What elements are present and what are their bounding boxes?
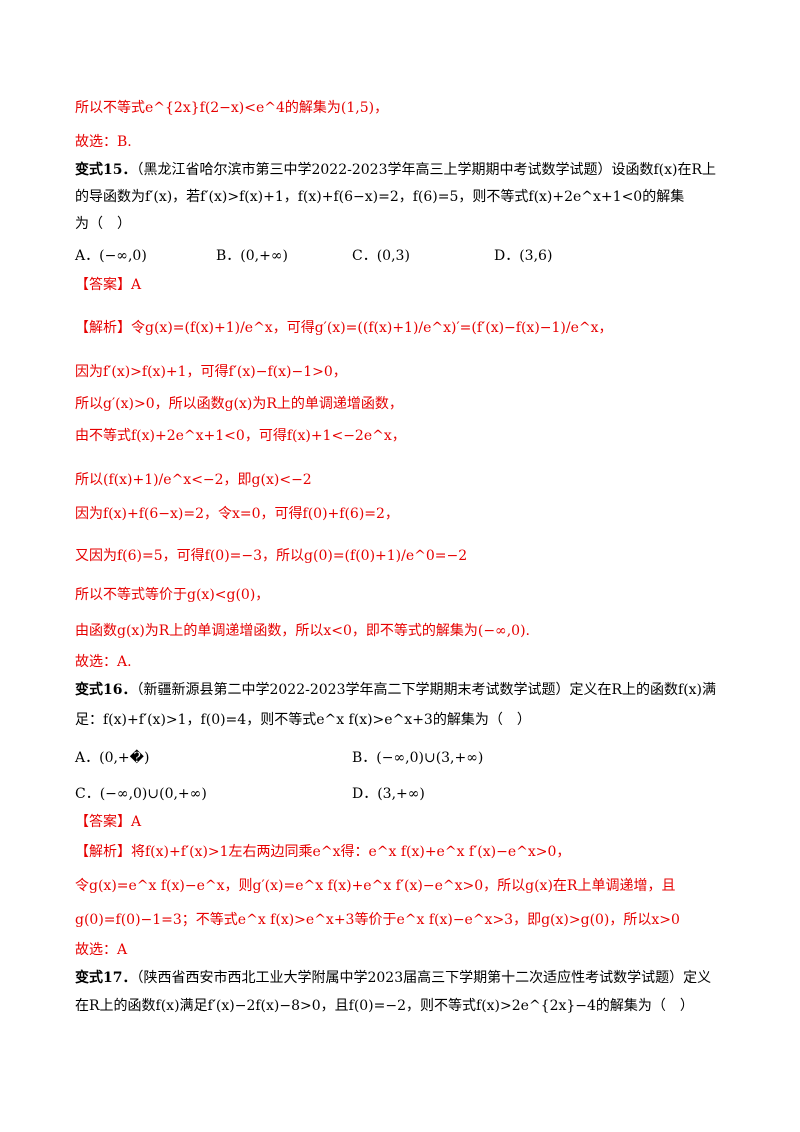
variant-15-source: （黑龙江省哈尔滨市第三中学2022-2023学年高三上学期期中考试数学试题）设函… (136, 162, 717, 178)
variant-15-line-3: 为（ ） (75, 216, 131, 232)
solution-15-line-4: 由不等式f(x)+2e^x+1<0，可得f(x)+1<−2e^x， (75, 428, 406, 444)
variant-15-option-b: B．(0,+∞) (216, 248, 288, 264)
variant-15-option-d: D．(3,6) (494, 248, 553, 264)
variant-15-label: 变式15． (75, 162, 137, 178)
variant-16-option-c: C．(−∞,0)∪(0,+∞) (75, 786, 207, 802)
variant-15-heading: 变式15．（黑龙江省哈尔滨市第三中学2022-2023学年高三上学期期中考试数学… (75, 160, 716, 180)
variant-16-option-d: D．(3,+∞) (352, 786, 425, 802)
variant-16-heading: 变式16．（新疆新源县第二中学2022-2023学年高二下学期期末考试数学试题）… (75, 680, 716, 700)
variant-17-heading: 变式17．（陕西省西安市西北工业大学附属中学2023届高三下学期第十二次适应性考… (75, 968, 711, 988)
answer-16: 【答案】A (75, 814, 142, 830)
solution-15-line-7: 又因为f(6)=5，可得f(0)=−3，所以g(0)=(f(0)+1)/e^0=… (75, 548, 468, 564)
variant-17-source: （陕西省西安市西北工业大学附属中学2023届高三下学期第十二次适应性考试数学试题… (136, 970, 712, 986)
variant-17-label: 变式17． (75, 970, 137, 986)
solution-15-line-5: 所以(f(x)+1)/e^x<−2，即g(x)<−2 (75, 472, 312, 488)
solution-16-line-3: g(0)=f(0)−1=3；不等式e^x f(x)>e^x+3等价于e^x f(… (75, 912, 680, 928)
variant-17-line-2: 在R上的函数f(x)满足f′(x)−2f(x)−8>0，且f(0)=−2，则不等… (75, 998, 694, 1014)
variant-16-label: 变式16． (75, 682, 137, 698)
solution-15-line-9: 由函数g(x)为R上的单调递增函数，所以x<0，即不等式的解集为(−∞,0). (75, 623, 530, 639)
variant-16-source: （新疆新源县第二中学2022-2023学年高二下学期期末考试数学试题）定义在R上… (136, 682, 717, 698)
variant-15-option-a: A．(−∞,0) (75, 248, 147, 264)
variant-15-option-c: C．(0,3) (352, 248, 410, 264)
solution-15-line-2: 因为f′(x)>f(x)+1，可得f′(x)−f(x)−1>0， (75, 364, 347, 380)
solution-15-line-1: 【解析】令g(x)=(f(x)+1)/e^x，可得g′(x)=((f(x)+1)… (75, 320, 613, 336)
solution-16-choice: 故选：A (75, 942, 128, 958)
variant-15-line-2: 的导函数为f′(x)，若f′(x)>f(x)+1，f(x)+f(6−x)=2，f… (75, 189, 685, 205)
variant-16-option-b: B．(−∞,0)∪(3,+∞) (352, 750, 484, 766)
variant-16-option-a: A．(0,+�) (75, 750, 150, 766)
line-2-choice: 故选：B. (75, 134, 132, 150)
solution-16-line-1: 【解析】将f(x)+f′(x)>1左右两边同乘e^x得：e^x f(x)+e^x… (75, 844, 571, 860)
solution-16-line-2: 令g(x)=e^x f(x)−e^x，则g′(x)=e^x f(x)+e^x f… (75, 878, 676, 894)
solution-15-line-8: 所以不等式等价于g(x)<g(0)， (75, 587, 270, 603)
variant-16-line-2: 足：f(x)+f′(x)>1，f(0)=4，则不等式e^x f(x)>e^x+3… (75, 712, 531, 728)
solution-15-choice: 故选：A. (75, 654, 132, 670)
solution-15-line-6: 因为f(x)+f(6−x)=2，令x=0，可得f(0)+f(6)=2， (75, 506, 399, 522)
line-1: 所以不等式e^{2x}f(2−x)<e^4的解集为(1,5)， (75, 100, 389, 116)
answer-15: 【答案】A (75, 277, 142, 293)
solution-15-line-3: 所以g′(x)>0，所以函数g(x)为R上的单调递增函数， (75, 396, 403, 412)
